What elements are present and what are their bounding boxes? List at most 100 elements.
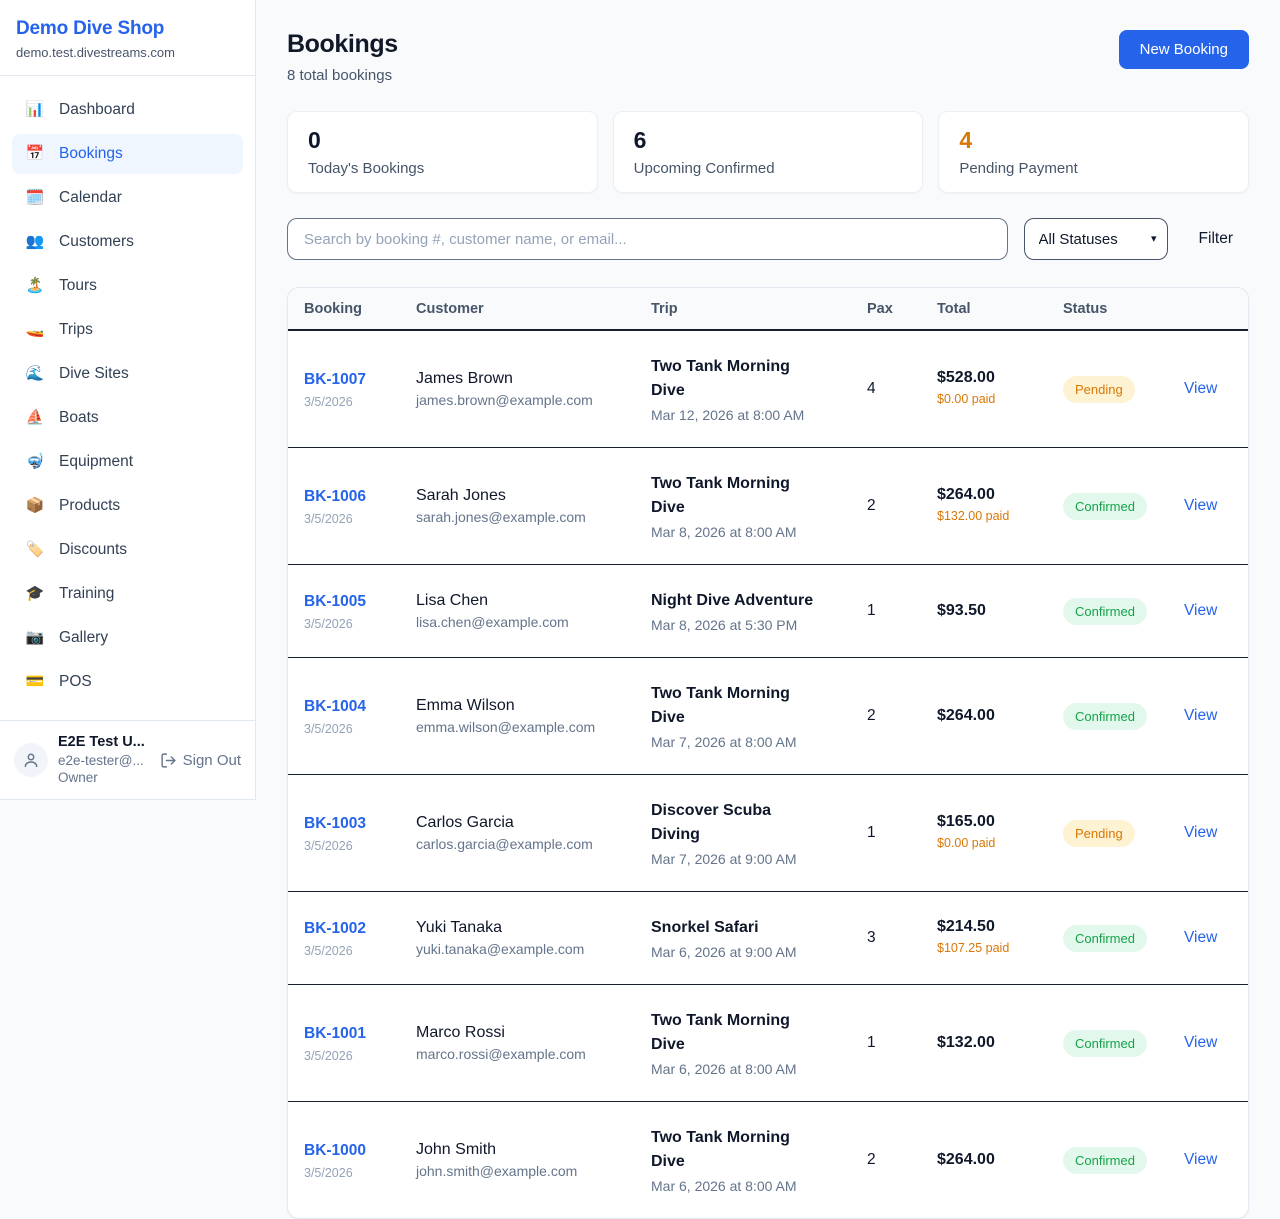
stat-card: 0 Today's Bookings — [287, 111, 598, 193]
stat-value: 6 — [633, 127, 647, 153]
sidebar-nav-item[interactable]: 📊 Dashboard — [12, 90, 243, 130]
booking-id-link[interactable]: BK-1006 — [304, 488, 367, 506]
stat-label: Today's Bookings — [308, 160, 425, 177]
pax-cell: 1 — [851, 984, 921, 1102]
booking-id-link[interactable]: BK-1004 — [304, 698, 367, 716]
total-amount: $214.50 — [937, 918, 995, 936]
booking-cell: BK-1001 3/5/2026 — [288, 984, 400, 1102]
trip-name: Two Tank Morning Dive — [651, 475, 790, 516]
nav-item-icon: 🗓️ — [25, 189, 45, 206]
view-link[interactable]: View — [1184, 602, 1218, 619]
total-cell: $132.00 — [921, 984, 1047, 1102]
sidebar-nav-item[interactable]: 🏷️ Discounts — [12, 530, 243, 570]
sidebar-nav-item[interactable]: 🎓 Training — [12, 574, 243, 614]
total-amount: $165.00 — [937, 813, 995, 831]
customer-email: emma.wilson@example.com — [416, 719, 596, 735]
filter-button[interactable]: Filter — [1198, 230, 1233, 247]
customer-cell: John Smith john.smith@example.com — [400, 1101, 635, 1218]
booking-cell: BK-1002 3/5/2026 — [288, 891, 400, 985]
customer-email: yuki.tanaka@example.com — [416, 941, 585, 957]
sign-out-button[interactable]: Sign Out — [160, 752, 241, 769]
customer-email: sarah.jones@example.com — [416, 509, 586, 525]
stat-label: Upcoming Confirmed — [633, 160, 775, 177]
stat-value: 0 — [308, 127, 321, 153]
column-header-booking: Booking — [288, 288, 400, 331]
new-booking-button[interactable]: New Booking — [1118, 30, 1249, 69]
trip-cell: Snorkel Safari Mar 6, 2026 at 9:00 AM — [635, 891, 851, 985]
view-link[interactable]: View — [1184, 707, 1218, 724]
sidebar-user-footer: E2E Test U... e2e-tester@... Owner Sign … — [0, 720, 255, 799]
booking-id-link[interactable]: BK-1000 — [304, 1142, 367, 1160]
sidebar-nav-item[interactable]: 📦 Products — [12, 486, 243, 526]
total-cell: $93.50 — [921, 564, 1047, 658]
column-header-total: Total — [921, 288, 1047, 331]
booking-row: BK-1000 3/5/2026 John Smith john.smith@e… — [288, 1101, 1248, 1218]
view-link[interactable]: View — [1184, 1151, 1218, 1168]
nav-item-label: Customers — [59, 233, 134, 250]
view-link[interactable]: View — [1184, 1034, 1218, 1051]
booking-date: 3/5/2026 — [304, 838, 353, 853]
nav-item-label: Dive Sites — [59, 365, 129, 382]
sidebar-nav-item[interactable]: 🌊 Dive Sites — [12, 354, 243, 394]
customer-cell: Yuki Tanaka yuki.tanaka@example.com — [400, 891, 635, 985]
booking-id-link[interactable]: BK-1007 — [304, 371, 367, 389]
view-link[interactable]: View — [1184, 824, 1218, 841]
total-amount: $264.00 — [937, 707, 995, 724]
sidebar-nav-item[interactable]: 💳 POS — [12, 662, 243, 702]
status-cell: Confirmed — [1047, 891, 1168, 985]
sidebar-nav-item[interactable]: 🚤 Trips — [12, 310, 243, 350]
user-avatar — [14, 743, 48, 778]
view-link[interactable]: View — [1184, 929, 1218, 946]
sidebar-nav-item[interactable]: 📅 Bookings — [12, 134, 243, 174]
status-select[interactable]: All Statuses — [1023, 218, 1168, 260]
stat-card: 4 Pending Payment — [938, 111, 1249, 193]
nav-item-icon: 🏷️ — [25, 541, 45, 558]
sidebar-nav-item[interactable]: 👥 Customers — [12, 222, 243, 262]
trip-name: Two Tank Morning Dive — [651, 685, 790, 726]
booking-cell: BK-1004 3/5/2026 — [288, 657, 400, 775]
trip-name: Night Dive Adventure — [651, 592, 814, 609]
bookings-table-card: Booking Customer Trip Pax Total Status B… — [287, 287, 1249, 1219]
booking-date: 3/5/2026 — [304, 1165, 353, 1180]
status-badge: Confirmed — [1063, 924, 1147, 952]
nav-item-icon: 💳 — [25, 673, 45, 690]
stats-row: 0 Today's Bookings 6 Upcoming Confirmed … — [287, 111, 1249, 193]
booking-id-link[interactable]: BK-1001 — [304, 1025, 367, 1043]
status-badge: Pending — [1063, 375, 1135, 403]
brand-block: Demo Dive Shop demo.test.divestreams.com — [0, 0, 255, 76]
nav-item-icon: 🤿 — [25, 453, 45, 470]
sidebar-nav-item[interactable]: ⛵ Boats — [12, 398, 243, 438]
customer-cell: Marco Rossi marco.rossi@example.com — [400, 984, 635, 1102]
paid-amount: $0.00 paid — [937, 836, 996, 851]
pax-cell: 3 — [851, 891, 921, 985]
sidebar-nav-item[interactable]: 🗓️ Calendar — [12, 178, 243, 218]
pax-count: 3 — [867, 929, 876, 946]
nav-item-label: Products — [59, 497, 121, 514]
sidebar-nav-item[interactable]: 🏝️ Tours — [12, 266, 243, 306]
booking-id-link[interactable]: BK-1002 — [304, 920, 367, 938]
booking-date: 3/5/2026 — [304, 511, 353, 526]
bookings-table: Booking Customer Trip Pax Total Status B… — [288, 288, 1248, 1218]
sidebar-nav-item[interactable]: 📷 Gallery — [12, 618, 243, 658]
sidebar: Demo Dive Shop demo.test.divestreams.com… — [0, 0, 256, 800]
booking-date: 3/5/2026 — [304, 1048, 353, 1063]
booking-row: BK-1006 3/5/2026 Sarah Jones sarah.jones… — [288, 447, 1248, 565]
status-cell: Confirmed — [1047, 984, 1168, 1102]
trip-name: Snorkel Safari — [651, 919, 759, 936]
page-title: Bookings — [287, 30, 398, 58]
trip-cell: Two Tank Morning Dive Mar 12, 2026 at 8:… — [635, 330, 851, 448]
sidebar-nav-item[interactable]: 🤿 Equipment — [12, 442, 243, 482]
pax-count: 2 — [867, 707, 876, 724]
view-link[interactable]: View — [1184, 380, 1218, 397]
customer-name: Marco Rossi — [416, 1024, 505, 1041]
trip-name: Two Tank Morning Dive — [651, 1012, 790, 1053]
pax-cell: 2 — [851, 447, 921, 565]
booking-cell: BK-1006 3/5/2026 — [288, 447, 400, 565]
booking-id-link[interactable]: BK-1003 — [304, 815, 367, 833]
customer-cell: Lisa Chen lisa.chen@example.com — [400, 564, 635, 658]
search-input[interactable] — [287, 218, 1008, 260]
view-link[interactable]: View — [1184, 497, 1218, 514]
booking-id-link[interactable]: BK-1005 — [304, 593, 367, 611]
pax-cell: 2 — [851, 1101, 921, 1218]
status-badge: Pending — [1063, 819, 1135, 847]
